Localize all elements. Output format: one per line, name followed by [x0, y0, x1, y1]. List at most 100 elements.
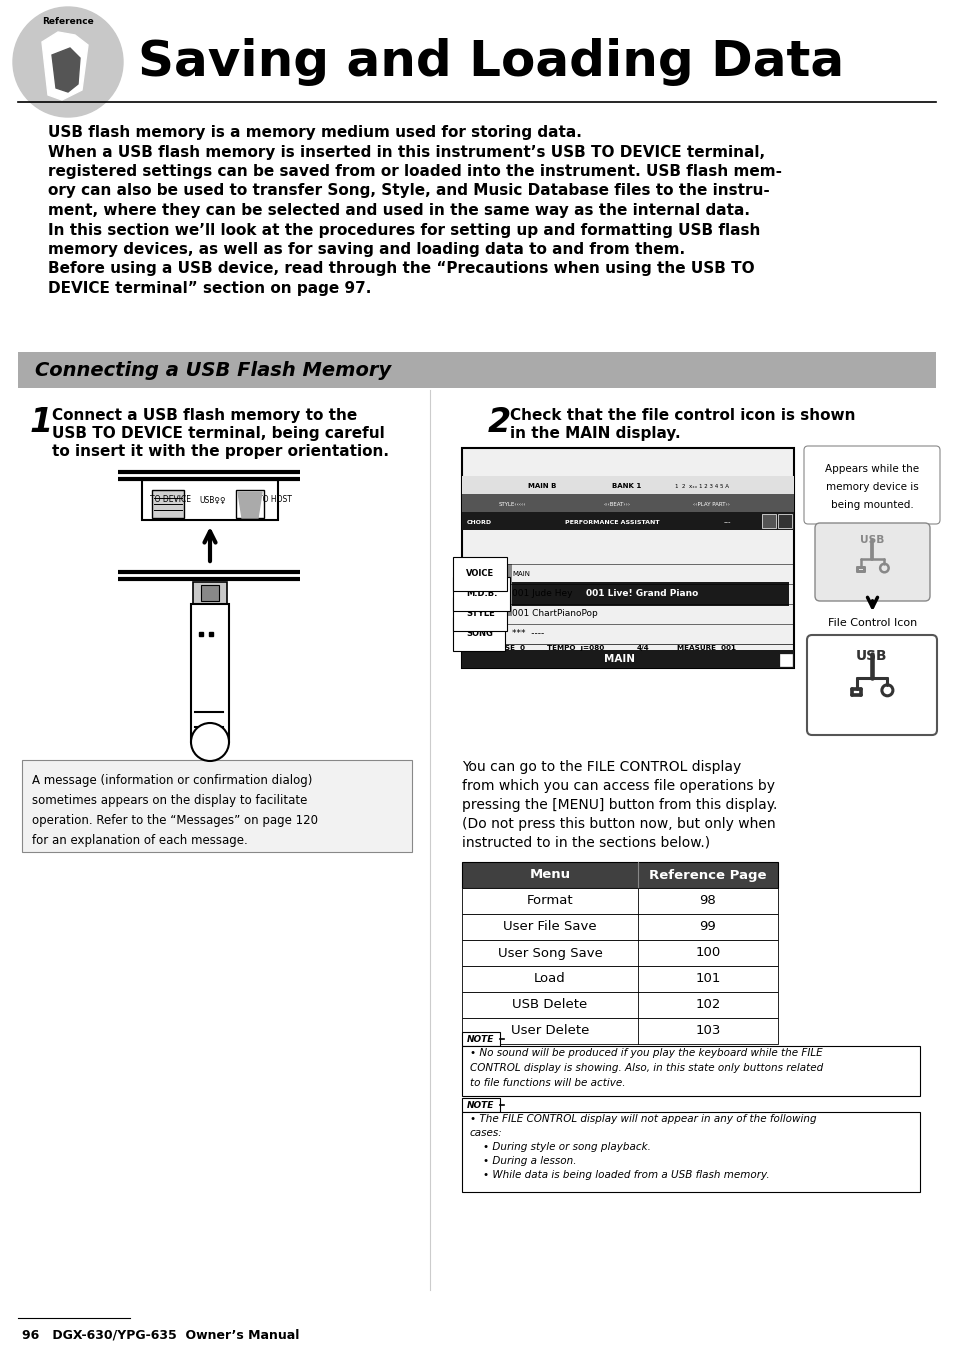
Polygon shape: [237, 492, 262, 517]
Bar: [461, 888, 778, 915]
Text: for an explanation of each message.: for an explanation of each message.: [32, 834, 248, 847]
FancyBboxPatch shape: [814, 523, 929, 601]
Text: TO DEVICE: TO DEVICE: [150, 496, 191, 504]
Text: DEVICE terminal” section on page 97.: DEVICE terminal” section on page 97.: [48, 281, 371, 296]
Text: 2: 2: [488, 407, 511, 439]
Text: Appears while the: Appears while the: [824, 463, 918, 474]
Bar: [235, 490, 264, 517]
Text: instructed to in the sections below.): instructed to in the sections below.): [461, 836, 709, 850]
FancyBboxPatch shape: [803, 446, 939, 524]
Bar: [461, 940, 778, 966]
Bar: [761, 513, 775, 528]
Text: 001 Live! Grand Piano: 001 Live! Grand Piano: [585, 589, 698, 598]
Circle shape: [191, 723, 229, 761]
Text: In this section we’ll look at the procedures for setting up and formatting USB f: In this section we’ll look at the proced…: [48, 223, 760, 238]
Text: You can go to the FILE CONTROL display: You can go to the FILE CONTROL display: [461, 761, 740, 774]
Text: MEASURE  001: MEASURE 001: [677, 644, 735, 651]
Text: TEMPO  ȷ=080: TEMPO ȷ=080: [546, 644, 603, 651]
Text: CHORD: CHORD: [467, 520, 492, 524]
Bar: [461, 1046, 919, 1096]
Text: MAIN: MAIN: [512, 571, 530, 577]
Polygon shape: [42, 32, 88, 100]
Bar: [461, 494, 793, 512]
Text: Saving and Loading Data: Saving and Loading Data: [138, 38, 843, 86]
Text: USB flash memory is a memory medium used for storing data.: USB flash memory is a memory medium used…: [48, 126, 581, 141]
Bar: [18, 353, 935, 388]
Text: pressing the [MENU] button from this display.: pressing the [MENU] button from this dis…: [461, 798, 777, 812]
Text: USB: USB: [856, 648, 887, 663]
Text: User Delete: User Delete: [510, 1024, 589, 1038]
Text: 103: 103: [695, 1024, 720, 1038]
Text: VOICE: VOICE: [465, 570, 494, 578]
Bar: [512, 582, 788, 607]
Text: M.D.B.: M.D.B.: [465, 589, 497, 598]
Text: • No sound will be produced if you play the keyboard while the FILE: • No sound will be produced if you play …: [470, 1048, 821, 1058]
Text: 102: 102: [695, 998, 720, 1012]
Text: ---: ---: [722, 519, 730, 526]
Text: Menu: Menu: [529, 869, 570, 881]
Text: 101: 101: [695, 973, 720, 985]
Text: BANK 1: BANK 1: [612, 484, 641, 489]
Bar: [461, 650, 793, 667]
Text: 1  2  xₓₓ 1 2 3 4 5 A: 1 2 xₓₓ 1 2 3 4 5 A: [675, 484, 728, 489]
Bar: [191, 604, 229, 742]
Polygon shape: [52, 49, 80, 92]
Text: (Do not press this button now, but only when: (Do not press this button now, but only …: [461, 817, 775, 831]
Circle shape: [13, 7, 123, 118]
Text: Reference: Reference: [42, 18, 93, 27]
Text: USB Delete: USB Delete: [512, 998, 587, 1012]
Text: USB♀♀: USB♀♀: [199, 496, 226, 504]
Text: Format: Format: [526, 894, 573, 908]
Text: 001 Jude Hey: 001 Jude Hey: [512, 589, 572, 598]
Text: User File Save: User File Save: [502, 920, 597, 934]
Text: 99: 99: [699, 920, 716, 934]
Bar: [152, 490, 184, 517]
Bar: [461, 992, 778, 1019]
Text: • During style or song playback.: • During style or song playback.: [470, 1142, 650, 1152]
Text: ***  ----: *** ----: [512, 630, 543, 639]
Bar: [461, 915, 778, 940]
Text: NOTE: NOTE: [467, 1035, 495, 1043]
Text: Connecting a USB Flash Memory: Connecting a USB Flash Memory: [35, 361, 391, 380]
Text: • The FILE CONTROL display will not appear in any of the following: • The FILE CONTROL display will not appe…: [470, 1115, 816, 1124]
Text: to insert it with the proper orientation.: to insert it with the proper orientation…: [52, 444, 389, 459]
Text: registered settings can be saved from or loaded into the instrument. USB flash m: registered settings can be saved from or…: [48, 163, 781, 178]
Text: memory device is: memory device is: [824, 482, 918, 492]
Text: ment, where they can be selected and used in the same way as the internal data.: ment, where they can be selected and use…: [48, 203, 749, 218]
Text: 4/4: 4/4: [637, 644, 649, 651]
Bar: [778, 513, 791, 528]
Text: ‹‹PLAY PART››: ‹‹PLAY PART››: [693, 501, 730, 507]
Text: TRANSPOSE  0: TRANSPOSE 0: [465, 644, 524, 651]
Text: CONTROL display is showing. Also, in this state only buttons related: CONTROL display is showing. Also, in thi…: [470, 1063, 822, 1073]
Text: A message (information or confirmation dialog): A message (information or confirmation d…: [32, 774, 312, 788]
Text: NOTE: NOTE: [467, 1101, 495, 1109]
Text: cases:: cases:: [470, 1128, 502, 1138]
Bar: [780, 654, 791, 666]
Bar: [461, 1019, 778, 1044]
Text: Reference Page: Reference Page: [649, 869, 766, 881]
Bar: [461, 966, 778, 992]
Text: 100: 100: [695, 947, 720, 959]
Bar: [142, 480, 277, 520]
Text: being mounted.: being mounted.: [830, 500, 912, 509]
Text: Before using a USB device, read through the “Precautions when using the USB TO: Before using a USB device, read through …: [48, 262, 754, 277]
Text: 1: 1: [30, 407, 53, 439]
Text: ‹‹‹BEAT›››: ‹‹‹BEAT›››: [603, 501, 630, 507]
Text: □: □: [781, 654, 789, 663]
Text: USB TO DEVICE terminal, being careful: USB TO DEVICE terminal, being careful: [52, 426, 384, 440]
Text: When a USB flash memory is inserted in this instrument’s USB TO DEVICE terminal,: When a USB flash memory is inserted in t…: [48, 145, 764, 159]
Text: Load: Load: [534, 973, 565, 985]
Bar: [201, 585, 219, 601]
Text: operation. Refer to the “Messages” on page 120: operation. Refer to the “Messages” on pa…: [32, 815, 317, 827]
Bar: [461, 449, 793, 667]
Text: • During a lesson.: • During a lesson.: [470, 1156, 576, 1166]
Bar: [461, 1032, 499, 1046]
Text: MAIN B: MAIN B: [527, 484, 556, 489]
Text: SONG: SONG: [465, 630, 493, 639]
Bar: [461, 1112, 919, 1192]
Bar: [461, 1098, 499, 1112]
Text: PERFORMANCE ASSISTANT: PERFORMANCE ASSISTANT: [564, 520, 659, 524]
Bar: [461, 512, 793, 530]
Text: STYLE: STYLE: [465, 609, 495, 619]
Text: • While data is being loaded from a USB flash memory.: • While data is being loaded from a USB …: [470, 1170, 769, 1179]
